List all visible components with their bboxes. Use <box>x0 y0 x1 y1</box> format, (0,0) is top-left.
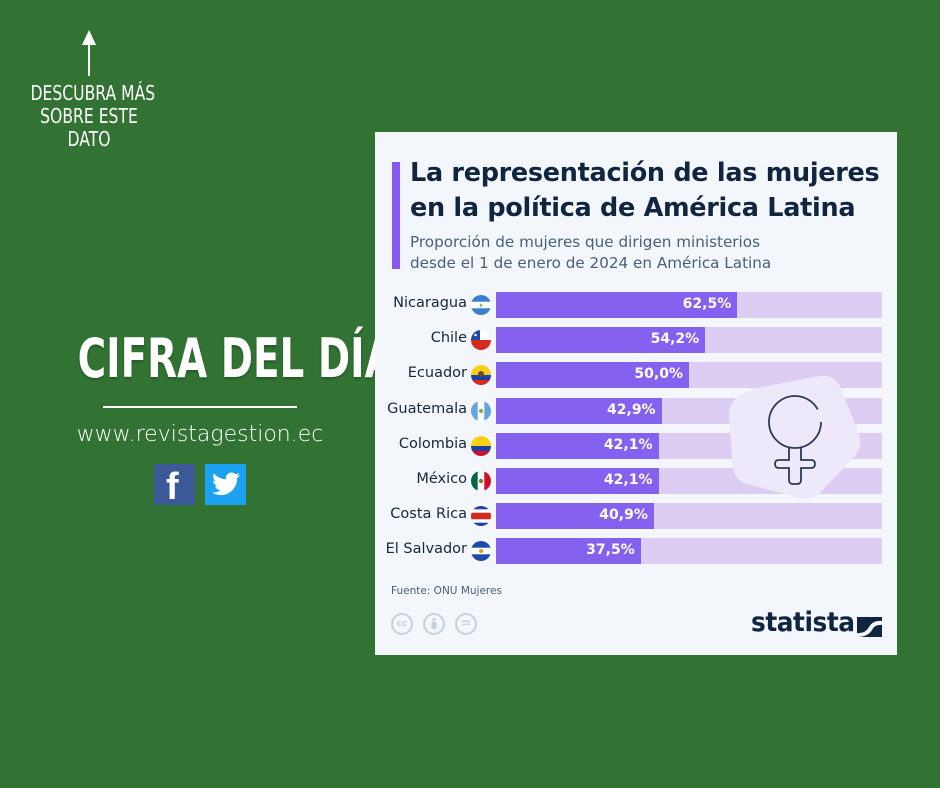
bar[interactable]: 62,5% <box>496 292 738 318</box>
bar-track: 40,9% <box>496 503 882 530</box>
bar-track: 37,5% <box>496 538 882 565</box>
value-label: 62,5% <box>682 296 732 312</box>
chart-card: La representación de las mujeres en la p… <box>375 132 897 655</box>
category-label: México <box>416 471 467 487</box>
category-label: Nicaragua <box>393 295 467 311</box>
bar-row: Costa Rica 40,9% <box>375 503 897 530</box>
value-label: 37,5% <box>586 542 635 559</box>
arrow-up-icon <box>82 30 96 76</box>
bar[interactable]: 37,5% <box>496 538 641 565</box>
value-label: 54,2% <box>650 331 700 348</box>
flag-costa-rica-icon <box>471 506 491 527</box>
cta-text[interactable]: DESCUBRA MÁS SOBRE ESTE DATO <box>30 81 156 151</box>
category-label: Chile <box>430 330 467 347</box>
by-icon[interactable] <box>423 613 445 635</box>
chart-subtitle: Proporción de mujeres que dirigen minist… <box>410 232 771 274</box>
bar[interactable]: 40,9% <box>496 503 654 530</box>
twitter-icon <box>212 472 240 496</box>
cta-line: SOBRE ESTE <box>40 104 138 128</box>
bar-track: 54,2% <box>496 327 882 354</box>
flag-ecuador-icon <box>471 365 491 386</box>
flag-nicaragua-icon <box>471 295 491 315</box>
bar-track: 62,5% <box>496 292 882 318</box>
bar-row: El Salvador 37,5% <box>375 538 897 565</box>
bar-row: Chile 54,2% <box>375 327 897 354</box>
flag-m-xico-icon <box>471 471 491 491</box>
flag-colombia-icon <box>471 435 491 456</box>
value-label: 42,9% <box>607 401 656 418</box>
cta-line: DESCUBRA MÁS <box>30 81 156 105</box>
chart-subtitle-line: Proporción de mujeres que dirigen minist… <box>410 233 760 251</box>
bar[interactable]: 42,9% <box>496 397 662 424</box>
flag-el-salvador-icon <box>471 541 491 562</box>
category-label: Guatemala <box>387 400 467 417</box>
bar[interactable]: 50,0% <box>496 362 689 389</box>
statista-logo[interactable]: statista <box>751 607 855 638</box>
category-label: Colombia <box>398 435 467 452</box>
bar[interactable]: 54,2% <box>496 327 706 354</box>
nd-icon[interactable]: = <box>455 613 477 635</box>
headline: CIFRA DEL DÍA <box>77 327 395 390</box>
bar[interactable]: 42,1% <box>496 468 659 494</box>
chart-title-line: en la política de América Latina <box>410 193 856 223</box>
bar-row: Nicaragua 62,5% <box>375 292 897 318</box>
cc-icon[interactable]: cc <box>391 613 413 635</box>
value-label: 42,1% <box>603 436 653 453</box>
flag-chile-icon <box>471 330 491 351</box>
twitter-button[interactable] <box>205 464 246 505</box>
divider <box>103 406 297 408</box>
chart-subtitle-line: desde el 1 de enero de 2024 en América L… <box>410 254 772 272</box>
female-symbol-icon <box>729 375 861 499</box>
value-label: 40,9% <box>599 507 648 524</box>
category-label: El Salvador <box>385 541 467 558</box>
category-label: Ecuador <box>407 365 467 382</box>
bar-track: 50,0% <box>496 362 882 389</box>
title-accent-bar <box>392 162 400 269</box>
bar-row: Ecuador 50,0% <box>375 362 897 389</box>
chart-title: La representación de las mujeres en la p… <box>410 156 880 226</box>
value-label: 42,1% <box>603 472 653 488</box>
facebook-button[interactable]: f <box>154 464 195 508</box>
cta-line: DATO <box>67 127 111 151</box>
website-link[interactable]: www.revistagestion.ec <box>76 422 324 447</box>
chart-title-line: La representación de las mujeres <box>410 158 880 188</box>
statista-logo-mark <box>857 617 882 637</box>
flag-guatemala-icon <box>471 400 491 421</box>
value-label: 50,0% <box>634 366 683 383</box>
category-label: Costa Rica <box>390 506 467 523</box>
source-note: Fuente: ONU Mujeres <box>391 585 502 597</box>
facebook-icon: f <box>166 466 179 508</box>
bar[interactable]: 42,1% <box>496 432 659 459</box>
